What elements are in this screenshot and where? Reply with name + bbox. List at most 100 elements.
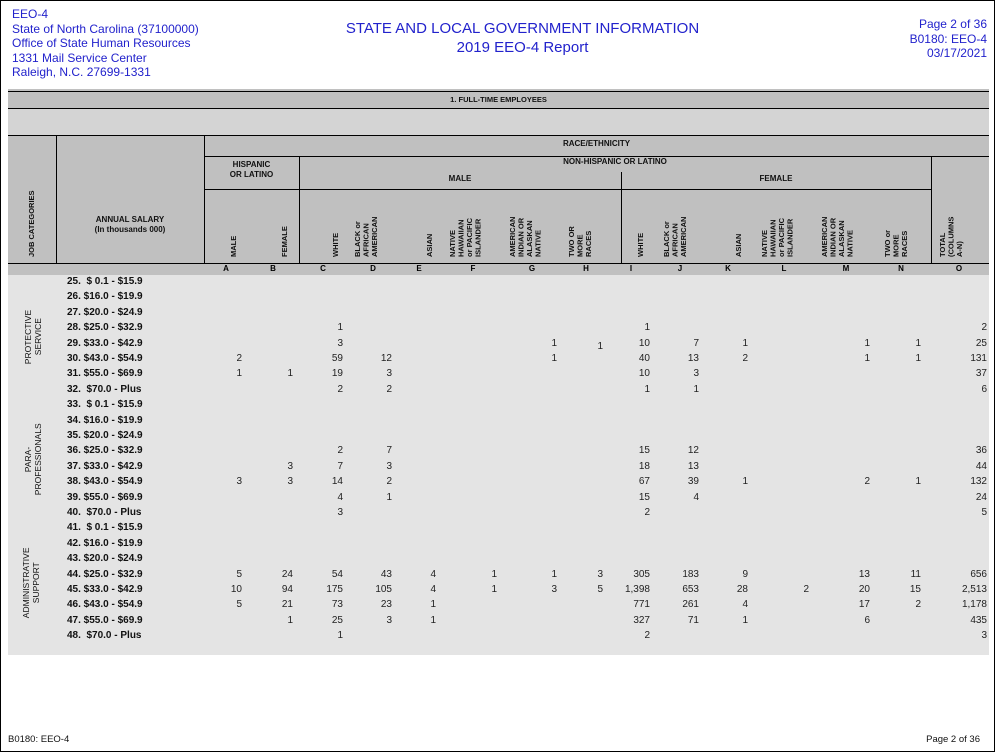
- column-letter-g: G: [528, 264, 536, 273]
- column-label-h: TWO OR MORE RACES: [567, 226, 593, 257]
- cell-o: 2,513: [961, 584, 987, 595]
- salary-range: 44. $25.0 - $32.9: [67, 568, 143, 580]
- column-letter-m: M: [842, 264, 850, 273]
- column-letter-f: F: [470, 264, 476, 273]
- salary-range: 35. $20.0 - $24.9: [67, 430, 143, 441]
- cell-k: 1: [742, 614, 748, 626]
- table-row: 33. $ 0.1 - $15.9: [1, 399, 994, 414]
- report-subtitle: 2019 EEO-4 Report: [456, 39, 589, 56]
- divider: [8, 108, 989, 109]
- column-letter-i: I: [629, 264, 633, 273]
- table-row: 37. $33.0 - $42.9 3 7 3 18 13 44: [1, 460, 994, 476]
- salary-range: 47. $55.0 - $69.9: [67, 614, 143, 626]
- column-label-g: AMERICAN INDIAN OR ALASKAN NATIVE: [508, 216, 543, 257]
- column-label-o: TOTAL (COLUMNS A-N): [938, 216, 964, 257]
- cell-c: 175: [326, 584, 343, 595]
- report-title-block: STATE AND LOCAL GOVERNMENT INFORMATION 2…: [1, 19, 994, 57]
- table-row: 45. $33.0 - $42.9 10 94 175 105 4 1 3 5 1,398 653 2…: [1, 584, 994, 599]
- cell-h: 3: [597, 568, 603, 580]
- cell-n: 1: [915, 476, 921, 488]
- column-label-l: NATIVE HAWAIIAN or PACIFIC ISLANDER: [760, 217, 795, 257]
- cell-n: 2: [915, 599, 921, 611]
- cell-k: 28: [736, 584, 748, 595]
- column-label-f: NATIVE HAWAIIAN or PACIFIC ISLANDER: [448, 217, 483, 257]
- cell-b: 3: [287, 460, 293, 472]
- cell-o: 6: [981, 383, 987, 395]
- cell-o: 132: [970, 476, 987, 488]
- job-categories-heading: JOB CATEGORIES: [27, 190, 36, 257]
- cell-m: 20: [858, 584, 870, 595]
- cell-b: 3: [287, 476, 293, 488]
- cell-c: 59: [331, 353, 343, 364]
- column-label-k: ASIAN: [734, 233, 743, 257]
- salary-range: 27. $20.0 - $24.9: [67, 306, 143, 318]
- cell-d: 12: [380, 353, 392, 364]
- cell-e: 4: [430, 584, 436, 595]
- section-title: 1. FULL-TIME EMPLOYEES: [450, 95, 547, 104]
- report-code: B0180: EEO-4: [909, 31, 987, 46]
- cell-d: 1: [386, 491, 392, 503]
- cell-a: 2: [236, 353, 242, 364]
- cell-j: 183: [682, 568, 699, 580]
- cell-o: 5: [981, 507, 987, 518]
- cell-i: 15: [638, 491, 650, 503]
- cell-e: 1: [430, 599, 436, 611]
- column-label-e: ASIAN: [425, 233, 434, 257]
- cell-j: 261: [682, 599, 699, 611]
- cell-o: 24: [975, 491, 987, 503]
- cell-f: 1: [491, 584, 497, 595]
- salary-range: 46. $43.0 - $54.9: [67, 599, 143, 611]
- cell-n: 1: [915, 337, 921, 349]
- cell-m: 6: [864, 614, 870, 626]
- salary-range: 41. $ 0.1 - $15.9: [67, 522, 143, 534]
- non-hispanic-heading: NON-HISPANIC OR LATINO: [563, 157, 667, 166]
- salary-range: 36. $25.0 - $32.9: [67, 445, 143, 457]
- cell-d: 43: [380, 568, 392, 580]
- cell-c: 2: [337, 445, 343, 457]
- cell-i: 10: [638, 337, 650, 349]
- cell-a: 3: [236, 476, 242, 488]
- cell-o: 435: [970, 614, 987, 626]
- salary-range: 40. $70.0 - Plus: [67, 507, 142, 518]
- divider: [8, 263, 989, 264]
- cell-m: 13: [858, 568, 870, 580]
- column-letter-a: A: [223, 264, 229, 273]
- cell-a: 1: [236, 368, 242, 380]
- cell-j: 12: [687, 445, 699, 457]
- cell-d: 23: [380, 599, 392, 611]
- table-row: 34. $16.0 - $19.9: [1, 415, 994, 430]
- salary-range: 26. $16.0 - $19.9: [67, 291, 143, 303]
- hispanic-heading: HISPANIC OR LATINO: [229, 160, 274, 179]
- page-info: Page 2 of 36 B0180: EEO-4 03/17/2021: [910, 17, 987, 61]
- column-letter-n: N: [898, 264, 904, 273]
- cell-j: 653: [682, 584, 699, 595]
- cell-a: 5: [236, 568, 242, 580]
- column-letter-k: K: [725, 264, 731, 273]
- cell-k: 2: [742, 353, 748, 364]
- salary-range: 28. $25.0 - $32.9: [67, 322, 143, 334]
- form-name: EEO-4: [12, 7, 49, 21]
- table-row: 39. $55.0 - $69.9 4 1 15 4 24: [1, 491, 994, 507]
- cell-g: 3: [551, 584, 557, 595]
- cell-i: 10: [638, 368, 650, 380]
- state-name: State of North Carolina (37100000): [12, 21, 199, 36]
- cell-j: 4: [693, 491, 699, 503]
- cell-i: 40: [638, 353, 650, 364]
- cell-n: 1: [915, 353, 921, 364]
- race-ethnicity-heading: RACE/ETHNICITY: [562, 139, 631, 148]
- cell-m: 2: [864, 476, 870, 488]
- cell-b: 1: [287, 614, 293, 626]
- column-letter-c: C: [320, 264, 326, 273]
- cell-i: 2: [644, 630, 650, 642]
- male-heading: MALE: [448, 174, 472, 183]
- cell-k: 1: [742, 476, 748, 488]
- column-letter-o: O: [955, 264, 963, 273]
- table-row: 36. $25.0 - $32.9 2 7 15 12 36: [1, 445, 994, 460]
- salary-range: 42. $16.0 - $19.9: [67, 537, 143, 549]
- cell-c: 54: [331, 568, 343, 580]
- cell-i: 18: [638, 460, 650, 472]
- cell-d: 3: [386, 368, 392, 380]
- salary-range: 37. $33.0 - $42.9: [67, 460, 143, 472]
- salary-range: 30. $43.0 - $54.9: [67, 353, 143, 364]
